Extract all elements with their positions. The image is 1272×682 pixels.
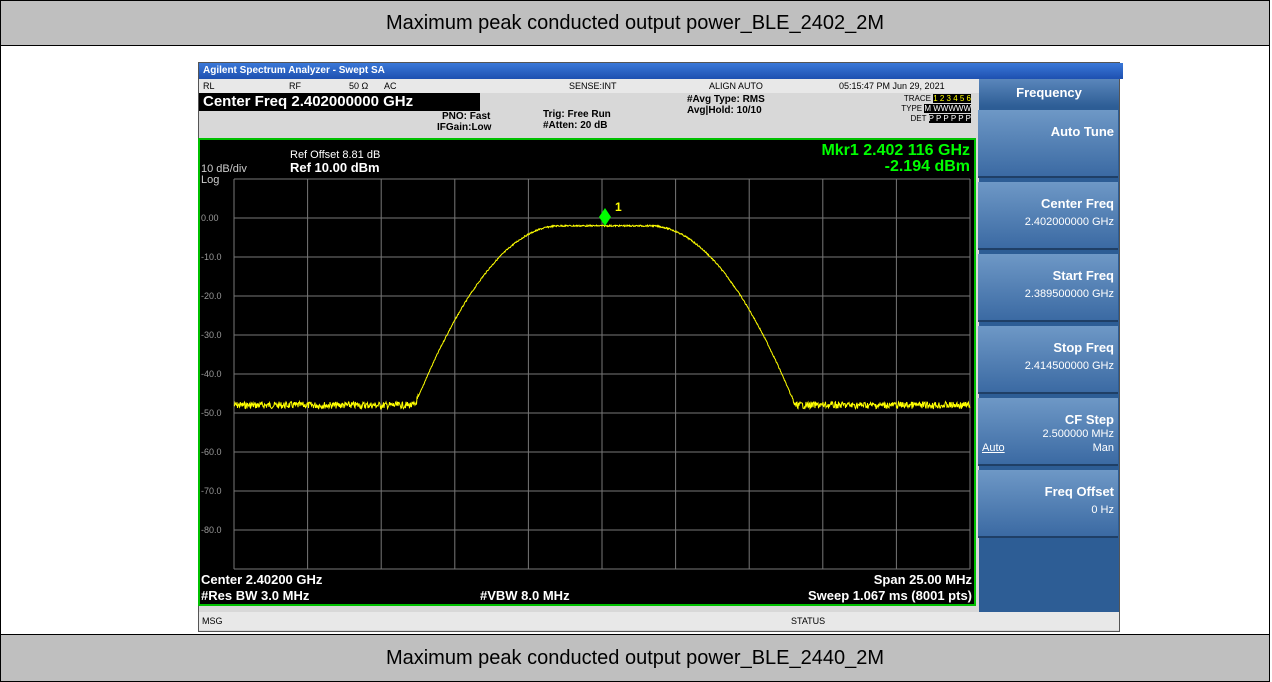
type: TYPE — [901, 104, 923, 113]
scale: 10 dB/div — [201, 163, 247, 175]
y-label: -60.0 — [201, 447, 222, 457]
soft-key[interactable]: Stop Freq 2.414500000 GHz — [978, 326, 1118, 394]
key-value: 2.500000 MHz — [1042, 428, 1114, 440]
log: Log — [201, 174, 219, 186]
det: DET — [910, 114, 927, 123]
status-item: AC — [384, 81, 397, 91]
status-item: 50 Ω — [349, 81, 369, 91]
footer: Maximum peak conducted output power_BLE_… — [385, 646, 885, 669]
ifgain: IFGain:Low — [437, 122, 492, 133]
key-label: CF Step — [1064, 412, 1114, 427]
ref-level: Ref 10.00 dBm — [290, 160, 380, 175]
avg-hold: Avg|Hold: 10/10 — [687, 105, 762, 116]
key-value: 0 Hz — [1091, 504, 1114, 516]
key-value: 2.389500000 GHz — [1024, 288, 1114, 300]
header: Maximum peak conducted output power_BLE_… — [385, 11, 885, 34]
soft-key[interactable]: CF Step 2.500000 MHz Auto Man — [978, 398, 1118, 466]
key-label: Freq Offset — [1044, 484, 1114, 499]
rbw: #Res BW 3.0 MHz — [201, 588, 310, 603]
soft-key[interactable]: Auto Tune — [978, 110, 1118, 178]
soft-key[interactable]: Start Freq 2.389500000 GHz — [978, 254, 1118, 322]
key-label: Auto Tune — [1050, 124, 1114, 139]
soft-key[interactable]: Freq Offset 0 Hz — [978, 470, 1118, 538]
status-item: SENSE:INT — [569, 81, 617, 91]
span: Span 25.00 MHz — [874, 572, 973, 587]
key-label: Center Freq — [1041, 196, 1114, 211]
title-bar: Agilent Spectrum Analyzer - Swept SA — [199, 63, 1123, 79]
avg-type: #Avg Type: RMS — [687, 94, 765, 105]
footer-row: Maximum peak conducted output power_BLE_… — [0, 634, 1270, 682]
trace-vals: 1 2 3 4 5 6 — [933, 94, 971, 103]
y-label: -40.0 — [201, 369, 222, 379]
key-value: 2.402000000 GHz — [1024, 216, 1114, 228]
marker-level: -2.194 dBm — [885, 158, 970, 175]
marker-id: 1 — [615, 200, 622, 214]
marker — [599, 208, 611, 226]
vbw: #VBW 8.0 MHz — [480, 588, 570, 603]
status: STATUS — [791, 616, 826, 626]
y-label: -50.0 — [201, 408, 222, 418]
key-auto: Auto — [982, 442, 1005, 454]
key-man: Man — [1092, 442, 1114, 454]
y-label: 0.00 — [201, 213, 219, 223]
plot: Ref Offset 8.81 dB Ref 10.00 dBm 10 dB/d… — [198, 138, 976, 606]
plot-frame — [198, 138, 976, 606]
key-value: 2.414500000 GHz — [1024, 360, 1114, 372]
key-label: Start Freq — [1052, 268, 1114, 283]
type-vals: M WWWWW — [924, 104, 971, 113]
status-item: RF — [289, 81, 301, 91]
status-item: RL — [203, 81, 215, 91]
menu-title: Frequency — [979, 79, 1119, 107]
pno: PNO: Fast — [442, 111, 491, 122]
trace: TRACE — [903, 94, 931, 103]
y-label: -10.0 — [201, 252, 222, 262]
center-freq: Center Freq 2.402000000 GHz — [199, 93, 480, 111]
key-label: Stop Freq — [1053, 340, 1114, 355]
ref-offset: Ref Offset 8.81 dB — [290, 149, 380, 161]
trace-info: TRACE 1 2 3 4 5 6 TYPE M WWWWW DET P P P… — [871, 94, 971, 124]
y-label: -20.0 — [201, 291, 222, 301]
marker-freq: Mkr1 2.402 116 GHz — [821, 142, 970, 159]
trace — [233, 223, 971, 411]
status-row: RL RF 50 Ω AC SENSE:INT ALIGN AUTO 05:15:47 PM… — [199, 79, 979, 93]
header-row: Maximum peak conducted output power_BLE_… — [0, 0, 1270, 46]
center: Center 2.40200 GHz — [201, 572, 323, 587]
trig: Trig: Free Run — [543, 109, 611, 120]
atten: #Atten: 20 dB — [543, 120, 608, 131]
y-label: -30.0 — [201, 330, 222, 340]
det-vals: P P P P P P — [928, 114, 971, 123]
msg-bar: MSG STATUS — [199, 612, 1119, 630]
y-label: -80.0 — [201, 525, 222, 535]
msg: MSG — [202, 616, 223, 626]
y-label: -70.0 — [201, 486, 222, 496]
status-item: 05:15:47 PM Jun 29, 2021 — [839, 81, 945, 91]
status-item: ALIGN AUTO — [709, 81, 763, 91]
soft-key[interactable]: Center Freq 2.402000000 GHz — [978, 182, 1118, 250]
sweep: Sweep 1.067 ms (8001 pts) — [808, 588, 972, 603]
